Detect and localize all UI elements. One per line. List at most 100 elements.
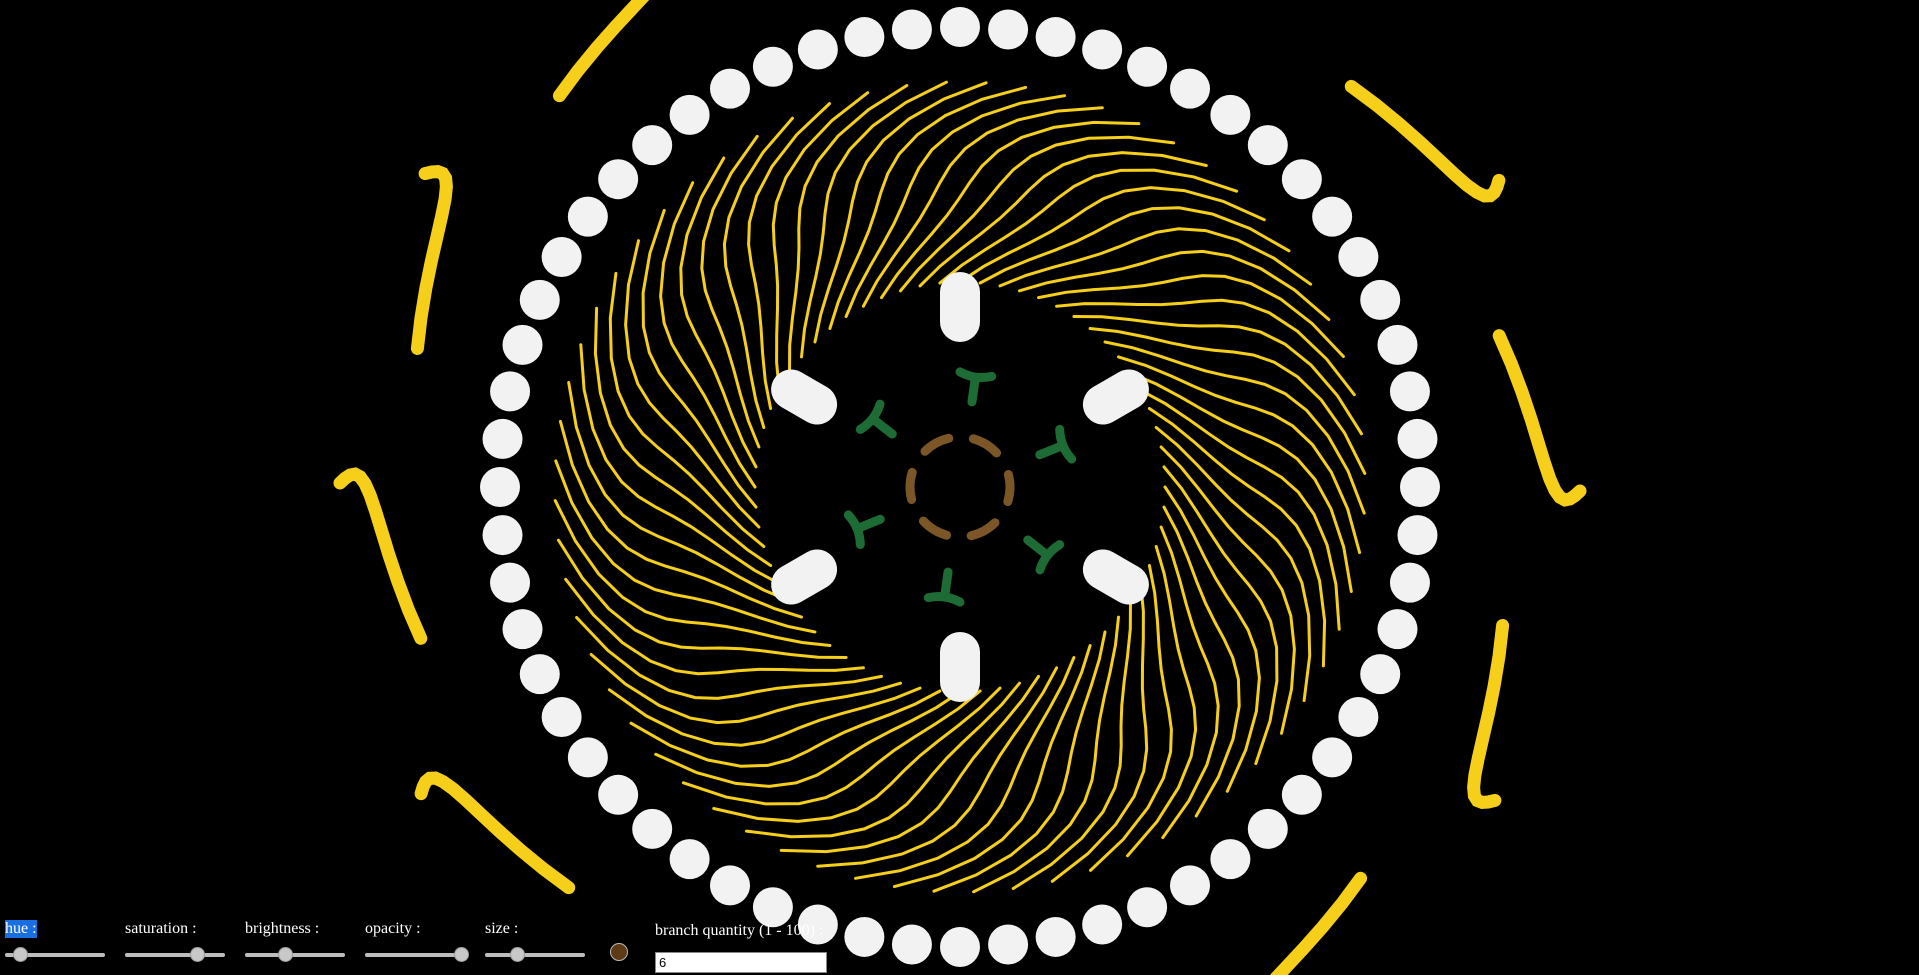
green-stroke (923, 567, 965, 607)
yellow-tendril (800, 80, 948, 359)
brightness-slider[interactable] (245, 947, 345, 962)
opacity-slider[interactable] (365, 947, 469, 962)
white-dot (1127, 46, 1168, 87)
white-dot (1377, 609, 1418, 650)
brightness-label: brightness : (245, 920, 320, 937)
white-dot (1389, 371, 1430, 412)
yellow-tendril (1129, 371, 1353, 593)
yellow-tendril (575, 616, 883, 700)
brightness-slider-thumb[interactable] (278, 947, 293, 962)
yellow-tendril (828, 85, 1028, 330)
hue-slider-thumb[interactable] (13, 947, 28, 962)
branch-quantity-input[interactable] (655, 952, 827, 973)
white-dot (844, 17, 885, 58)
yellow-tendril (712, 686, 1002, 823)
brown-dash (905, 467, 917, 504)
white-dot (519, 279, 560, 320)
yellow-tendril (553, 499, 832, 647)
white-dot (797, 904, 838, 945)
yellow-tendril (816, 666, 1059, 868)
saturation-slider-thumb[interactable] (190, 947, 205, 962)
yellow-tendril (557, 538, 848, 659)
yellow-tendril (744, 681, 1021, 839)
yellow-tendril (641, 208, 758, 509)
saturation-slider[interactable] (125, 947, 225, 962)
yellow-tendril (1072, 315, 1363, 436)
white-pill-group (1082, 369, 1149, 425)
saturation-control: saturation : (125, 920, 225, 962)
green-branch (843, 510, 885, 550)
yellow-tendril (788, 84, 909, 375)
yellow-tendril (607, 686, 922, 747)
white-pill (771, 549, 838, 605)
brown-dash-ring (905, 433, 1015, 541)
white-dot (1127, 887, 1168, 928)
yellow-tendril (844, 94, 1066, 318)
white-dot (1338, 237, 1379, 277)
yellow-tendril (771, 91, 870, 392)
opacity-label: opacity : (365, 920, 421, 937)
white-dot (567, 737, 608, 778)
yellow-tendril (1159, 525, 1220, 840)
yellow-tendril (1011, 599, 1132, 890)
yellow-tendril (747, 102, 831, 410)
color-preview-swatch (610, 943, 628, 961)
white-dot (567, 196, 608, 237)
yellow-tendril (1163, 485, 1261, 793)
yellow-tendril (1159, 445, 1296, 735)
outer-dot-ring (480, 7, 1440, 967)
yellow-tendril (932, 630, 1107, 893)
white-dot (1035, 17, 1076, 58)
big-yellow-stroke (410, 165, 453, 355)
big-yellow-stroke (552, 0, 650, 103)
white-dot (1281, 774, 1322, 815)
size-control: size : (485, 920, 585, 962)
green-stroke (1035, 424, 1077, 464)
white-dot (1400, 467, 1440, 507)
green-stroke (1023, 535, 1065, 575)
white-dot (502, 609, 543, 650)
yellow-tendril (899, 135, 1176, 293)
white-dot (988, 924, 1029, 965)
yellow-tendril (1089, 564, 1173, 872)
white-dot (1082, 904, 1123, 945)
big-yellow-stroke (333, 467, 428, 645)
branch-quantity-label: branch quantity (1 - 100) : (655, 922, 824, 939)
white-dot (490, 371, 531, 412)
white-pill-group (771, 549, 838, 605)
size-slider[interactable] (485, 947, 585, 962)
brown-dash (920, 433, 954, 456)
white-dot (891, 9, 932, 50)
yellow-tendril (854, 656, 1076, 880)
white-dot (1312, 196, 1353, 237)
green-stroke (855, 399, 897, 439)
brightness-control: brightness : (245, 920, 345, 962)
yellow-tendril (608, 271, 766, 548)
size-slider-thumb[interactable] (510, 947, 525, 962)
opacity-slider-thumb[interactable] (454, 947, 469, 962)
white-dot (940, 7, 980, 47)
white-dot (1247, 125, 1288, 166)
yellow-tendril (892, 644, 1092, 889)
green-stroke (843, 510, 885, 550)
white-pill-group (940, 272, 980, 342)
white-dot (598, 774, 639, 815)
white-dot (1281, 159, 1322, 200)
hue-control: hue : (5, 920, 105, 962)
yellow-tendril (978, 206, 1291, 285)
white-dot (669, 94, 710, 135)
yellow-tendril (700, 134, 761, 449)
white-dot (1170, 68, 1210, 109)
white-dot (1312, 737, 1353, 778)
white-dot (1035, 916, 1076, 957)
yellow-tendril (1018, 249, 1331, 321)
hue-slider[interactable] (5, 947, 105, 962)
white-dot (482, 515, 523, 556)
white-dot (1247, 808, 1288, 849)
yellow-tendril (938, 168, 1239, 285)
yellow-tendril (1117, 355, 1362, 555)
white-pill-group (1082, 549, 1149, 605)
yellow-tendril (1154, 426, 1312, 703)
white-dot (1397, 515, 1438, 556)
